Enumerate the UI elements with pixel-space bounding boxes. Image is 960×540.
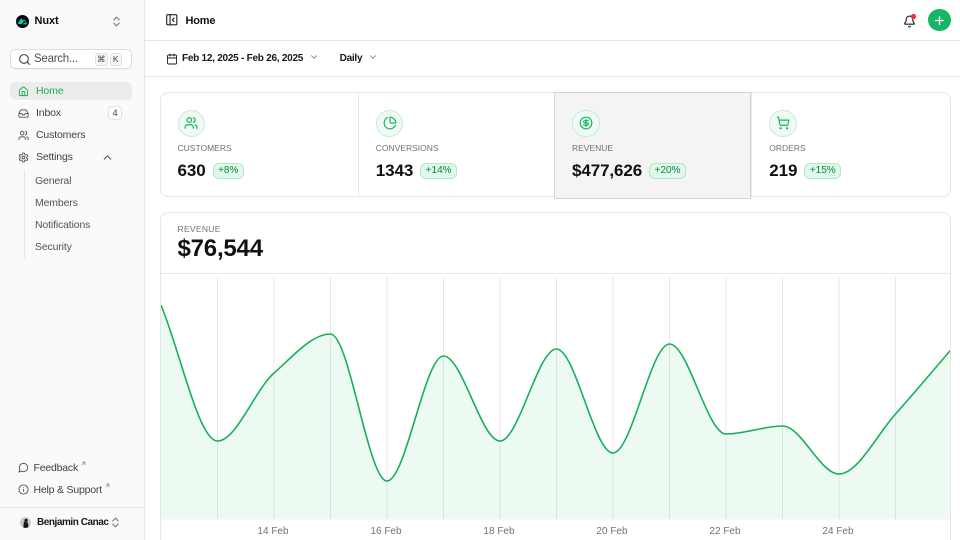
svg-text:18 Feb: 18 Feb xyxy=(483,526,515,537)
svg-text:22 Feb: 22 Feb xyxy=(709,526,741,537)
svg-text:16 Feb: 16 Feb xyxy=(370,526,402,537)
svg-text:20 Feb: 20 Feb xyxy=(596,526,628,537)
svg-text:14 Feb: 14 Feb xyxy=(257,526,289,537)
svg-text:24 Feb: 24 Feb xyxy=(822,526,854,537)
